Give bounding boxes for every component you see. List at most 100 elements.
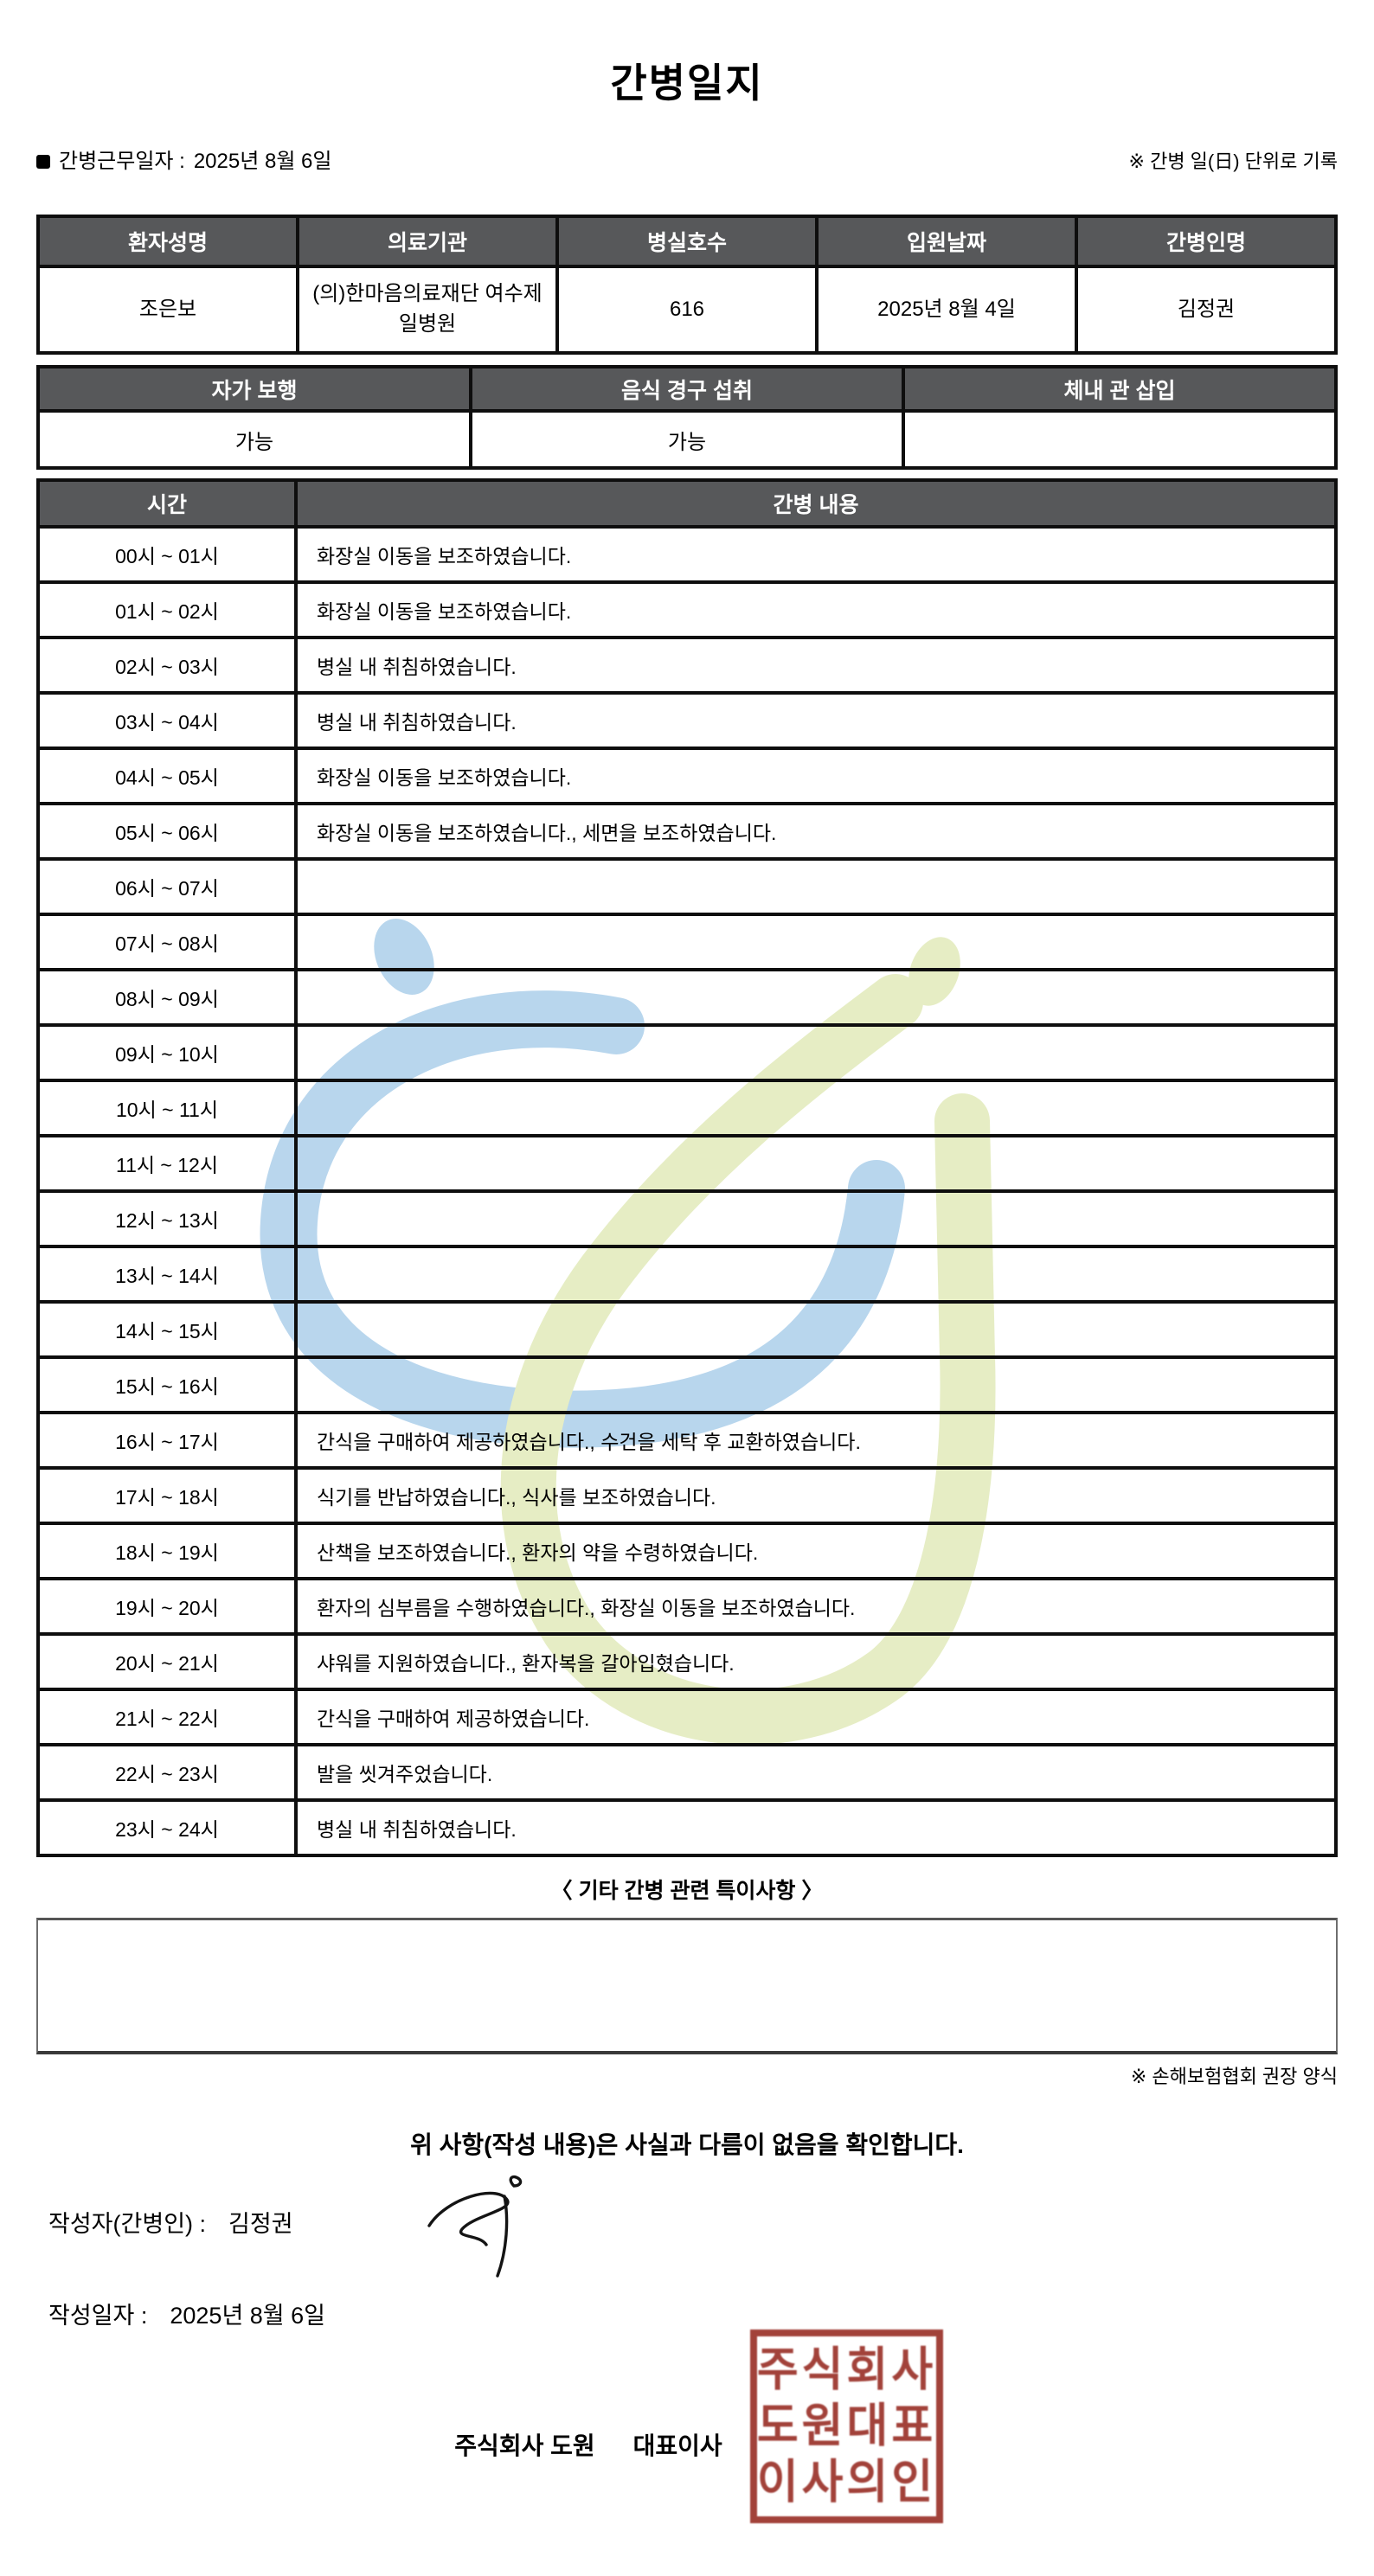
care-log-row: 09시 ~ 10시 [36, 1023, 1338, 1082]
patient-table-value-cell: 2025년 8월 4일 [815, 265, 1078, 355]
patient-table-value-cell: (의)한마음의료재단 여수제일병원 [296, 265, 559, 355]
care-log-time-cell: 13시 ~ 14시 [36, 1245, 298, 1304]
care-log-content-cell [294, 1300, 1338, 1359]
care-log-time-cell: 08시 ~ 09시 [36, 968, 298, 1027]
status-table-value-cell: 가능 [469, 409, 905, 470]
care-log-time-cell: 07시 ~ 08시 [36, 913, 298, 971]
care-log-time-header: 시간 [36, 478, 298, 529]
care-log-content-cell: 병실 내 취침하였습니다. [294, 1798, 1338, 1857]
seal-line: 이사의인 [756, 2456, 937, 2509]
care-log-time-cell: 09시 ~ 10시 [36, 1023, 298, 1082]
care-log-content-cell [294, 1023, 1338, 1082]
care-log-content-cell [294, 1189, 1338, 1248]
care-log-content-cell [294, 913, 1338, 971]
status-table-header-cell: 음식 경구 섭취 [469, 365, 905, 413]
work-date-label: 간병근무일자 : [59, 150, 185, 173]
care-log-time-cell: 17시 ~ 18시 [36, 1466, 298, 1525]
care-log-time-cell: 21시 ~ 22시 [36, 1688, 298, 1746]
care-log-time-cell: 12시 ~ 13시 [36, 1189, 298, 1248]
care-log-row: 15시 ~ 16시 [36, 1355, 1338, 1414]
patient-info-table: 환자성명 의료기관 병실호수 입원날짜 간병인명 조은보 (의)한마음의료재단 여수제일병… [36, 215, 1338, 355]
care-log-content-cell [294, 1134, 1338, 1193]
care-log-content-cell: 환자의 심부름을 수행하였습니다., 화장실 이동을 보조하였습니다. [294, 1577, 1338, 1636]
care-log-content-cell: 병실 내 취침하였습니다. [294, 691, 1338, 750]
patient-table-header-cell: 의료기관 [296, 215, 559, 268]
care-log-content-cell: 화장실 이동을 보조하였습니다. [294, 580, 1338, 639]
notes-heading: 〈 기타 간병 관련 특이사항 〉 [550, 1879, 824, 1903]
writer-name: 김정권 [228, 2211, 293, 2237]
care-log-time-cell: 16시 ~ 17시 [36, 1411, 298, 1470]
care-log-content-header: 간병 내용 [294, 478, 1338, 529]
care-log-content-cell [294, 968, 1338, 1027]
care-log-content-cell: 간식을 구매하여 제공하였습니다. [294, 1688, 1338, 1746]
seal-line: 도원대표 [756, 2400, 937, 2452]
page-title: 간병일지 [610, 61, 764, 106]
care-log-time-cell: 02시 ~ 03시 [36, 636, 298, 695]
notes-box [36, 1918, 1338, 2054]
care-log-row: 00시 ~ 01시 화장실 이동을 보조하였습니다. [36, 525, 1338, 584]
patient-table-header-cell: 입원날짜 [815, 215, 1078, 268]
care-log-content-cell: 식기를 반납하였습니다., 식사를 보조하였습니다. [294, 1466, 1338, 1525]
care-log-row: 12시 ~ 13시 [36, 1189, 1338, 1248]
care-log-row: 01시 ~ 02시 화장실 이동을 보조하였습니다. [36, 580, 1338, 639]
patient-table-value-cell: 김정권 [1075, 265, 1338, 355]
care-log-time-cell: 03시 ~ 04시 [36, 691, 298, 750]
report-date-label: 작성일자 : [48, 2303, 148, 2329]
care-log-time-cell: 22시 ~ 23시 [36, 1743, 298, 1802]
care-log-row: 16시 ~ 17시 간식을 구매하여 제공하였습니다., 수건을 세탁 후 교환하… [36, 1411, 1338, 1470]
care-log-time-cell: 05시 ~ 06시 [36, 802, 298, 861]
corporate-seal-stamp: 주식회사 도원대표 이사의인 [750, 2329, 943, 2523]
care-log-content-cell: 화장실 이동을 보조하였습니다. [294, 525, 1338, 584]
status-table-header-cell: 자가 보행 [36, 365, 472, 413]
care-log-row: 06시 ~ 07시 [36, 857, 1338, 916]
seal-line: 주식회사 [756, 2343, 937, 2396]
square-bullet-icon [36, 155, 50, 169]
care-log-content-cell: 화장실 이동을 보조하였습니다. [294, 747, 1338, 805]
patient-table-value-cell: 616 [555, 265, 819, 355]
work-date-line: 간병근무일자 : 2025년 8월 6일 [36, 149, 332, 175]
care-log-time-cell: 00시 ~ 01시 [36, 525, 298, 584]
company-line: 주식회사 도원 대표이사 [0, 2430, 1239, 2463]
company-name: 주식회사 도원 [454, 2432, 595, 2459]
caregiver-signature [427, 2175, 523, 2278]
care-log-content-cell [294, 857, 1338, 916]
care-log-row: 17시 ~ 18시 식기를 반납하였습니다., 식사를 보조하였습니다. [36, 1466, 1338, 1525]
care-log-row: 08시 ~ 09시 [36, 968, 1338, 1027]
care-log-row: 18시 ~ 19시 산책을 보조하였습니다., 환자의 약을 수령하였습니다. [36, 1522, 1338, 1580]
patient-status-table: 자가 보행 음식 경구 섭취 체내 관 삽입 가능 가능 [36, 365, 1338, 470]
report-date-line: 작성일자 : 2025년 8월 6일 [36, 2298, 1338, 2333]
work-date-value: 2025년 8월 6일 [193, 150, 332, 173]
form-note: ※ 손해보험협회 권장 양식 [1130, 2066, 1338, 2087]
care-log-time-cell: 20시 ~ 21시 [36, 1632, 298, 1691]
care-log-row: 02시 ~ 03시 병실 내 취침하였습니다. [36, 636, 1338, 695]
care-log-row: 23시 ~ 24시 병실 내 취침하였습니다. [36, 1798, 1338, 1857]
care-log-content-cell: 간식을 구매하여 제공하였습니다., 수건을 세탁 후 교환하였습니다. [294, 1411, 1338, 1470]
writer-label: 작성자(간병인) : [48, 2211, 207, 2237]
care-log-table: 시간 간병 내용 00시 ~ 01시 화장실 이동을 보조하였습니다. 01시 ~ … [36, 478, 1338, 1857]
care-log-content-cell: 산책을 보조하였습니다., 환자의 약을 수령하였습니다. [294, 1522, 1338, 1580]
status-table-value-cell [902, 409, 1338, 470]
care-log-row: 05시 ~ 06시 화장실 이동을 보조하였습니다., 세면을 보조하였습니다. [36, 802, 1338, 861]
status-table-header-cell: 체내 관 삽입 [902, 365, 1338, 413]
patient-table-header-cell: 병실호수 [555, 215, 819, 268]
care-log-row: 07시 ~ 08시 [36, 913, 1338, 971]
care-log-time-cell: 01시 ~ 02시 [36, 580, 298, 639]
care-log-row: 13시 ~ 14시 [36, 1245, 1338, 1304]
care-log-row: 11시 ~ 12시 [36, 1134, 1338, 1193]
writer-line: 작성자(간병인) : 김정권 [36, 2175, 1338, 2278]
care-log-time-cell: 04시 ~ 05시 [36, 747, 298, 805]
care-log-row: 22시 ~ 23시 발을 씻겨주었습니다. [36, 1743, 1338, 1802]
care-log-time-cell: 23시 ~ 24시 [36, 1798, 298, 1857]
care-log-row: 21시 ~ 22시 간식을 구매하여 제공하였습니다. [36, 1688, 1338, 1746]
care-log-time-cell: 14시 ~ 15시 [36, 1300, 298, 1359]
care-log-row: 20시 ~ 21시 샤워를 지원하였습니다., 환자복을 갈아입혔습니다. [36, 1632, 1338, 1691]
care-log-content-cell [294, 1355, 1338, 1414]
care-log-content-cell: 발을 씻겨주었습니다. [294, 1743, 1338, 1802]
status-table-value-cell: 가능 [36, 409, 472, 470]
care-log-content-cell [294, 1079, 1338, 1137]
unit-note: ※ 간병 일(日) 단위로 기록 [1128, 151, 1338, 172]
care-log-time-cell: 10시 ~ 11시 [36, 1079, 298, 1137]
care-log-row: 10시 ~ 11시 [36, 1079, 1338, 1137]
care-log-time-cell: 11시 ~ 12시 [36, 1134, 298, 1193]
